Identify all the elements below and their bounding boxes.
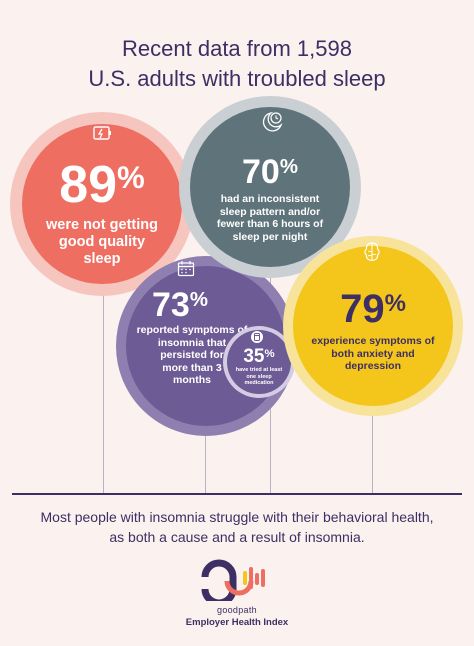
stat-70-description: had an inconsistent sleep pattern and/or… xyxy=(216,193,324,243)
chart-baseline xyxy=(12,493,462,495)
stat-73-description: reported symptoms of insomnia that persi… xyxy=(136,324,248,386)
stat-89-value: 89% xyxy=(59,155,145,214)
footer-line-2: as both a cause and a result of insomnia… xyxy=(109,529,365,545)
title-line-1: Recent data from 1,598 xyxy=(122,36,352,61)
stat-79-description: experience symptoms of both anxiety and … xyxy=(311,335,435,373)
title-line-2: U.S. adults with troubled sleep xyxy=(88,66,386,91)
stat-35-description: have tried at least one sleep medication xyxy=(235,367,283,387)
page-title: Recent data from 1,598 U.S. adults with … xyxy=(0,34,474,94)
moon-clock-icon xyxy=(262,111,283,132)
stat-89-description: were not getting good quality sleep xyxy=(46,216,158,267)
battery-low-icon xyxy=(93,126,111,140)
stem-89 xyxy=(103,296,104,493)
footer-line-1: Most people with insomnia struggle with … xyxy=(40,509,434,525)
stat-circle-70-inner: 70% had an inconsistent sleep pattern an… xyxy=(190,107,350,267)
brain-icon xyxy=(364,242,380,261)
stem-73 xyxy=(205,436,206,493)
stat-35-value: 35% xyxy=(243,346,275,368)
stat-circle-89-inner: 89% were not getting good quality sleep xyxy=(22,124,182,284)
stat-73-value: 73% xyxy=(152,286,208,324)
stat-70-value: 70% xyxy=(242,153,298,191)
calendar-icon xyxy=(177,261,195,277)
stat-79-value: 79% xyxy=(340,287,406,332)
pill-bottle-icon xyxy=(251,331,263,343)
logo-brand-name: goodpath xyxy=(217,605,257,615)
goodpath-logo-icon xyxy=(201,559,265,601)
stem-79 xyxy=(372,414,373,493)
footer-message: Most people with insomnia struggle with … xyxy=(0,507,474,547)
logo-index-name: Employer Health Index xyxy=(185,617,289,628)
stat-circle-79-inner: 79% experience symptoms of both anxiety … xyxy=(293,246,453,406)
